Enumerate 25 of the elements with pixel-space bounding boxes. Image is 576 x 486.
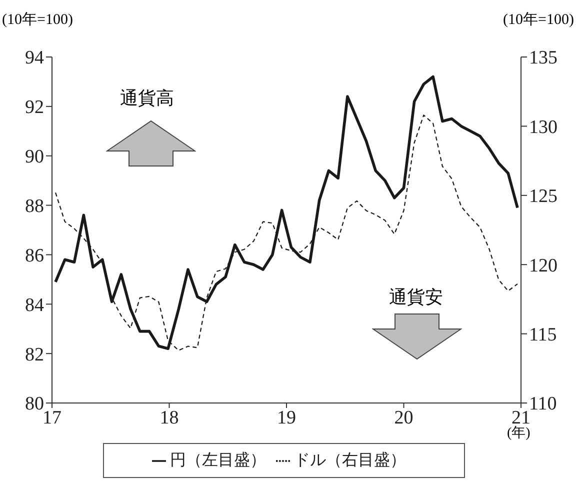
y-tick-label: 90 bbox=[25, 146, 44, 168]
y2-tick-label: 130 bbox=[529, 116, 558, 138]
annotation: 通貨安 bbox=[389, 286, 443, 309]
annotation: 通貨高 bbox=[120, 87, 174, 110]
y2-tick-label: 135 bbox=[529, 48, 558, 69]
legend-label: ドル（右目盛） bbox=[294, 452, 406, 469]
y2-tick-label: 125 bbox=[529, 186, 558, 208]
y-axis-title: (10年=100) bbox=[2, 11, 73, 29]
x-tick-label: 18 bbox=[160, 407, 179, 428]
x-tick-label: 20 bbox=[394, 407, 414, 428]
y2-tick-label: 115 bbox=[529, 324, 557, 346]
y-tick-label: 92 bbox=[25, 97, 44, 118]
y-tick-label: 84 bbox=[25, 294, 44, 316]
y-tick-label: 94 bbox=[25, 48, 44, 69]
y-tick-label: 86 bbox=[25, 245, 44, 266]
y2-tick-label: 110 bbox=[529, 394, 557, 415]
y2-tick-label: 120 bbox=[529, 255, 558, 276]
y-tick-label: 82 bbox=[25, 344, 44, 366]
x-tick-label: 19 bbox=[277, 407, 296, 428]
legend-label: 円（左目盛） bbox=[170, 452, 266, 469]
y-tick-label: 80 bbox=[25, 394, 44, 415]
x-tick-label: 17 bbox=[42, 407, 62, 428]
x-axis-title: (年) bbox=[507, 424, 530, 442]
y2-axis-title: (10年=100) bbox=[503, 11, 574, 29]
y-tick-label: 88 bbox=[25, 196, 44, 218]
